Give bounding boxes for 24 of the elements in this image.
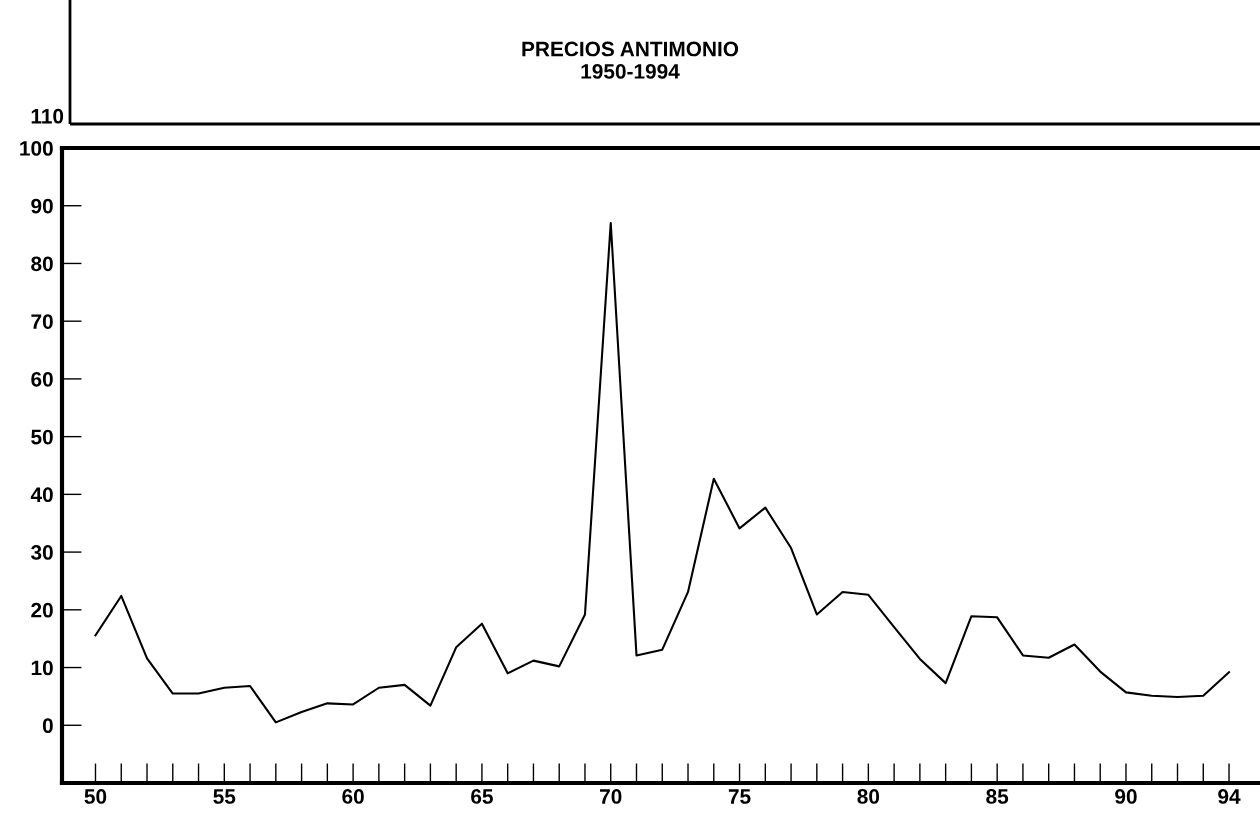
chart-title: PRECIOS ANTIMONIO 1950-1994 — [522, 41, 739, 79]
y-tick-label: 60 — [31, 371, 53, 387]
y-tick-label: 10 — [31, 660, 53, 676]
x-tick-label: 85 — [986, 789, 1009, 804]
y-tick-label: 40 — [30, 487, 53, 503]
x-tick-label: 50 — [84, 789, 107, 804]
y-tick-label: 80 — [31, 256, 53, 272]
y-tick-label: 70 — [31, 314, 53, 329]
x-tick-label: 70 — [600, 789, 622, 804]
x-tick-label: 94 — [1218, 789, 1241, 804]
y-tick-label: 50 — [31, 429, 53, 445]
y-tick-label: 0 — [42, 718, 53, 734]
x-tick-label: 60 — [342, 789, 364, 804]
x-tick-label: 80 — [857, 789, 880, 804]
x-tick-label: 75 — [728, 789, 751, 804]
x-tick-label: 65 — [471, 789, 493, 804]
line-series — [94, 222, 1231, 724]
x-tick-label: 90 — [1115, 789, 1137, 804]
y-tick-label: 100 — [20, 141, 53, 156]
y-tick-label: 90 — [31, 198, 53, 214]
x-tick-label: 55 — [213, 789, 236, 804]
y-tick-label: 20 — [31, 602, 53, 618]
text: 110 — [31, 108, 64, 124]
y-tick-label: 30 — [30, 545, 53, 560]
